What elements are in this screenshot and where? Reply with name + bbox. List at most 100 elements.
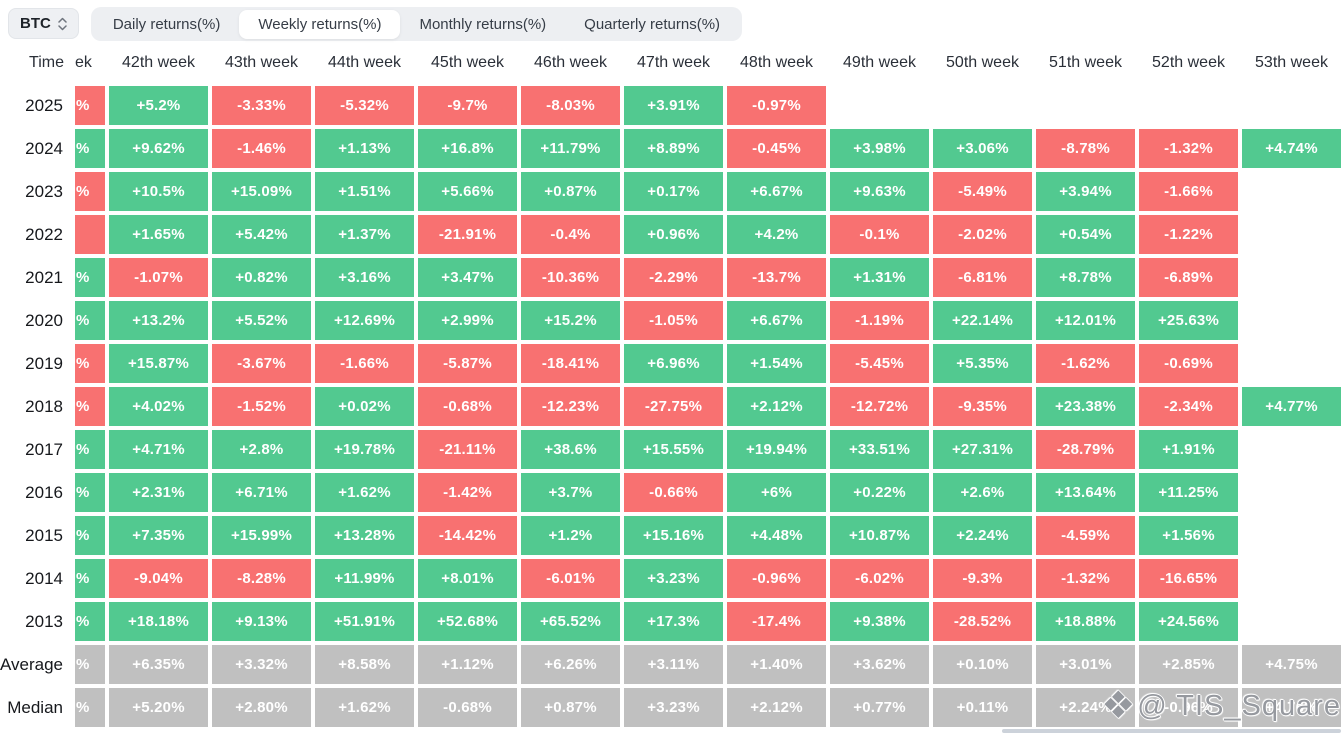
return-cell: +1.54% — [727, 344, 826, 383]
row-label-2024: 2024 — [25, 138, 63, 158]
clipped-return-cell — [75, 215, 105, 254]
return-cell: +8.89% — [624, 129, 723, 168]
return-cell: +12.69% — [315, 301, 414, 340]
return-cell: +18.18% — [109, 602, 208, 641]
week-column-header: 50th week — [946, 54, 1019, 71]
return-cell: +51.91% — [315, 602, 414, 641]
return-cell: -1.42% — [418, 473, 517, 512]
return-cell: +0.10% — [933, 645, 1032, 684]
top-toolbar: BTC Daily returns(%) Weekly returns(%) M… — [0, 0, 1341, 44]
return-cell: +4.02% — [109, 387, 208, 426]
return-cell: +4.75% — [1242, 645, 1341, 684]
return-cell: +2.12% — [727, 387, 826, 426]
empty-cell — [1242, 86, 1341, 125]
tab-monthly-returns[interactable]: Monthly returns(%) — [419, 15, 547, 33]
row-label-2013: 2013 — [25, 611, 63, 631]
return-cell: -2.29% — [624, 258, 723, 297]
empty-cell — [1242, 215, 1341, 254]
return-cell: -17.4% — [727, 602, 826, 641]
return-cell: +18.88% — [1036, 602, 1135, 641]
return-cell: +3.01% — [1036, 645, 1135, 684]
return-cell: +6.67% — [727, 301, 826, 340]
clipped-return-cell: % — [75, 129, 105, 168]
row-label-2015: 2015 — [25, 525, 63, 545]
return-cell: -1.62% — [1036, 344, 1135, 383]
return-cell: -5.45% — [830, 344, 929, 383]
return-cell: +3.47% — [418, 258, 517, 297]
return-cell: +3.98% — [830, 129, 929, 168]
return-cell: +38.6% — [521, 430, 620, 469]
symbol-selector[interactable]: BTC — [8, 8, 79, 39]
return-cell: -12.23% — [521, 387, 620, 426]
empty-cell — [830, 86, 929, 125]
week-column-header: 42th week — [122, 54, 195, 71]
week-column-header: 51th week — [1049, 54, 1122, 71]
table-header-row: Time ek 42th week 43th week 44th week 45… — [0, 46, 1341, 80]
return-cell: +8.78% — [1036, 258, 1135, 297]
row-label-2023: 2023 — [25, 181, 63, 201]
return-cell: -0.68% — [418, 688, 517, 727]
return-cell: +3.23% — [624, 559, 723, 598]
return-cell: +11.25% — [1139, 473, 1238, 512]
return-cell: +2.99% — [418, 301, 517, 340]
empty-cell — [1242, 258, 1341, 297]
return-cell: +16.8% — [418, 129, 517, 168]
return-cell: +5.66% — [418, 172, 517, 211]
return-cell: +9.38% — [830, 602, 929, 641]
row-label-2020: 2020 — [25, 310, 63, 330]
return-cell: +10.87% — [830, 516, 929, 555]
empty-cell — [1139, 86, 1238, 125]
row-label-average: Average — [0, 654, 63, 674]
empty-cell — [1242, 559, 1341, 598]
return-cell: -28.52% — [933, 602, 1032, 641]
return-cell: +1.31% — [830, 258, 929, 297]
return-cell: +15.55% — [624, 430, 723, 469]
return-cell: +0.54% — [1036, 215, 1135, 254]
return-cell: +1.12% — [418, 645, 517, 684]
return-cell: -5.32% — [315, 86, 414, 125]
horizontal-scrollbar-thumb[interactable] — [1002, 729, 1341, 733]
return-cell: +4.74% — [1242, 129, 1341, 168]
week-column-header: 46th week — [534, 54, 607, 71]
empty-cell — [1036, 86, 1135, 125]
return-cell: +13.64% — [1036, 473, 1135, 512]
updown-sort-icon — [58, 17, 67, 31]
return-cell: +2.31% — [109, 473, 208, 512]
return-cell: +52.68% — [418, 602, 517, 641]
return-cell: +3.32% — [212, 645, 311, 684]
row-label-2018: 2018 — [25, 396, 63, 416]
return-cell: -27.75% — [624, 387, 723, 426]
return-cell: +0.87% — [521, 172, 620, 211]
empty-cell — [1242, 516, 1341, 555]
week-column-header: 53th week — [1255, 54, 1328, 71]
return-cell: +6.26% — [521, 645, 620, 684]
return-cell: +15.09% — [212, 172, 311, 211]
clipped-return-cell: % — [75, 602, 105, 641]
week-column-header: 44th week — [328, 54, 401, 71]
return-cell: -0.68% — [418, 387, 517, 426]
return-cell: +2.24% — [933, 516, 1032, 555]
return-cell: -3.67% — [212, 344, 311, 383]
return-cell: +15.87% — [109, 344, 208, 383]
return-cell: +27.31% — [933, 430, 1032, 469]
symbol-label: BTC — [20, 15, 51, 32]
return-cell: +3.91% — [624, 86, 723, 125]
return-cell: -12.72% — [830, 387, 929, 426]
empty-cell — [1242, 301, 1341, 340]
return-cell: +5.20% — [109, 688, 208, 727]
week-column-header: 45th week — [431, 54, 504, 71]
return-cell: +1.62% — [315, 688, 414, 727]
tab-daily-returns[interactable]: Daily returns(%) — [112, 15, 221, 33]
tab-weekly-returns[interactable]: Weekly returns(%) — [239, 9, 401, 39]
clipped-return-cell: % — [75, 688, 105, 727]
returns-interval-tabs: Daily returns(%) Weekly returns(%) Month… — [90, 7, 743, 41]
tab-quarterly-returns[interactable]: Quarterly returns(%) — [584, 15, 721, 33]
return-cell: -1.22% — [1139, 215, 1238, 254]
return-cell: -21.11% — [418, 430, 517, 469]
return-cell: +4.48% — [727, 516, 826, 555]
return-cell: -9.7% — [418, 86, 517, 125]
return-cell: +6% — [727, 473, 826, 512]
return-cell: +1.13% — [315, 129, 414, 168]
return-cell: +6.35% — [109, 645, 208, 684]
return-cell: +23.38% — [1036, 387, 1135, 426]
